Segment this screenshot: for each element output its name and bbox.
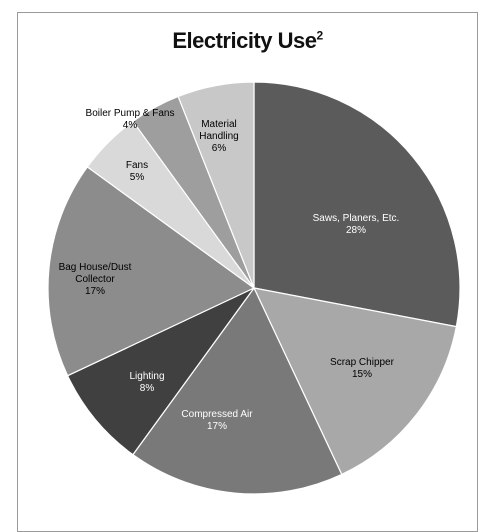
chart-title-superscript: 2: [316, 28, 323, 43]
chart-title: Electricity Use2: [0, 28, 495, 54]
slice-category-label: Material: [201, 119, 237, 130]
chart-title-text: Electricity Use: [172, 28, 317, 53]
slice-category-label: Scrap Chipper: [330, 357, 395, 368]
slice-percent-label: 17%: [207, 421, 227, 432]
pie-slice: [252, 287, 458, 476]
slice-category-label: Handling: [199, 131, 238, 142]
slice-percent-label: 8%: [140, 383, 155, 394]
slice-category-label: Bag House/Dust: [59, 262, 132, 273]
slice-category-label: Saws, Planers, Etc.: [313, 213, 400, 224]
pie-slice: [66, 287, 255, 456]
slice-category-label: Lighting: [129, 371, 164, 382]
pie-slice: [253, 81, 461, 328]
slice-percent-label: 4%: [123, 120, 138, 131]
slice-category-label: Fans: [126, 160, 148, 171]
slice-category-label: Collector: [75, 274, 115, 285]
slice-percent-label: 5%: [130, 172, 145, 183]
pie-slice: [132, 286, 343, 495]
slice-percent-label: 15%: [352, 369, 372, 380]
slice-category-label: Compressed Air: [181, 409, 253, 420]
slice-percent-label: 17%: [85, 286, 105, 297]
slice-category-label: Boiler Pump & Fans: [86, 108, 175, 119]
slice-percent-label: 28%: [346, 225, 366, 236]
pie-slice: [47, 166, 256, 377]
pie-slice: [177, 81, 255, 289]
slice-percent-label: 6%: [212, 143, 227, 154]
